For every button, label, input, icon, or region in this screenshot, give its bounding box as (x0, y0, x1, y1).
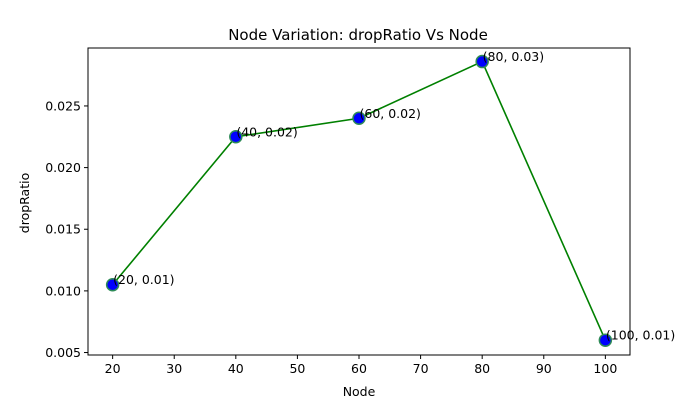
data-label: (20, 0.01) (113, 272, 174, 287)
data-point (598, 333, 613, 347)
data-point (229, 130, 243, 144)
y-tick-label: 0.025 (45, 98, 81, 113)
data-point (352, 111, 366, 126)
y-axis: 0.005 0.010 0.015 0.020 0.025 (45, 98, 88, 360)
x-axis: 20 30 40 50 60 70 80 90 100 (105, 355, 617, 376)
data-label: (100, 0.01) (606, 328, 675, 343)
x-tick-label: 30 (166, 361, 182, 376)
series-layer: (20, 0.01) (40, 0.02) (60, 0.02) (80, 0.03)… (105, 49, 675, 347)
y-tick-label: 0.020 (45, 160, 81, 175)
data-point (475, 54, 489, 69)
plot-area-frame (87, 47, 631, 356)
data-label: (80, 0.03) (483, 49, 544, 64)
chart-title: Node Variation: dropRatio Vs Node (228, 26, 488, 44)
data-point (105, 277, 120, 292)
x-tick-label: 100 (593, 361, 617, 376)
series-line (112, 60, 607, 341)
x-tick-label: 20 (105, 361, 121, 376)
data-label: (60, 0.02) (360, 106, 421, 121)
x-tick-label: 50 (289, 361, 305, 376)
y-tick-label: 0.005 (45, 345, 81, 360)
data-label: (40, 0.02) (236, 124, 297, 139)
x-tick-label: 80 (474, 361, 490, 376)
y-tick-label: 0.010 (45, 283, 81, 298)
y-axis-label: dropRatio (17, 173, 32, 233)
x-tick-label: 40 (228, 361, 244, 376)
x-axis-label: Node (343, 384, 376, 399)
x-tick-label: 90 (536, 361, 552, 376)
x-tick-label: 70 (413, 361, 429, 376)
y-tick-label: 0.015 (45, 222, 81, 237)
x-tick-label: 60 (351, 361, 367, 376)
